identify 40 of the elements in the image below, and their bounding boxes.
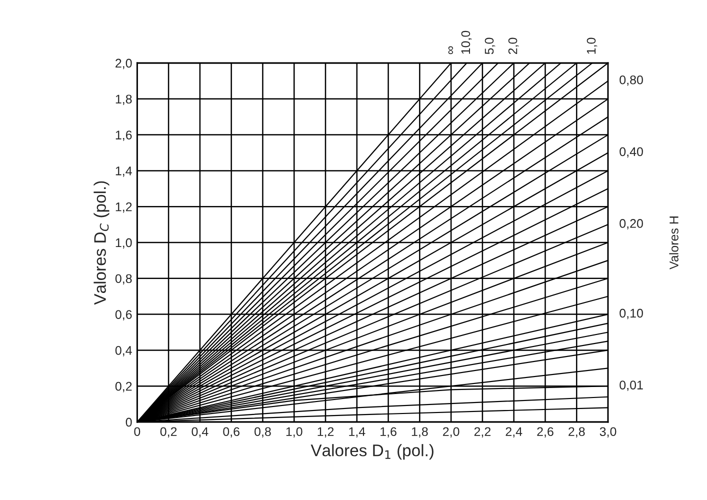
x-tick-label: 2,4 <box>506 427 522 438</box>
x-tick-label: 1,0 <box>286 427 302 438</box>
y-tick-label: 2,0 <box>116 58 132 70</box>
x-axis-title: Valores D$_{1}$ (pol.) <box>310 444 434 460</box>
y-tick-label: 0 <box>126 418 132 427</box>
x-tick-label: 1,8 <box>412 427 428 438</box>
y-tick-label: 1,8 <box>116 94 132 106</box>
y-tick-label: 1,2 <box>116 202 132 213</box>
annotation: 5,0 <box>484 38 496 54</box>
annotation: 0,20 <box>620 219 643 230</box>
annotation: 10,0 <box>461 30 472 54</box>
x-tick-label: 3,0 <box>600 427 616 438</box>
y2-axis-title: Valores H <box>669 216 678 270</box>
y-tick-label: 0,6 <box>115 310 132 320</box>
annotation: ∞ <box>448 46 454 54</box>
y-tick-label: 1,6 <box>116 130 132 141</box>
x-tick-label: 1,6 <box>380 427 396 438</box>
x-tick-label: 2,0 <box>443 427 460 438</box>
y-tick-label: 0,2 <box>115 382 132 392</box>
x-tick-label: 2,2 <box>474 427 491 438</box>
annotation: 0,01 <box>620 380 643 391</box>
x-tick-label: 0,4 <box>192 427 208 438</box>
x-tick-label: 1,2 <box>318 427 334 438</box>
y-tick-label: 1,4 <box>116 166 132 177</box>
annotation: 0,80 <box>620 75 643 86</box>
annotation: 2,0 <box>508 38 519 54</box>
y-tick-label: 0,4 <box>115 346 132 356</box>
x-tick-label: 0,6 <box>223 427 240 438</box>
annotation: 0,10 <box>620 308 643 320</box>
y-axis-title: Valores D$_{C}$ (pol.) <box>94 181 110 305</box>
y-tick-label: 0,8 <box>115 274 132 285</box>
x-tick-label: 2,8 <box>568 427 585 438</box>
y-tick-label: 1,0 <box>116 238 132 249</box>
x-tick-label: 1,4 <box>349 427 366 438</box>
annotation: 1,0 <box>586 38 598 54</box>
x-tick-label: 0 <box>134 427 140 436</box>
x-tick-label: 2,6 <box>537 427 554 438</box>
x-tick-label: 0,8 <box>254 427 271 438</box>
annotation: 0,40 <box>620 147 643 158</box>
x-tick-label: 0,2 <box>160 427 177 438</box>
